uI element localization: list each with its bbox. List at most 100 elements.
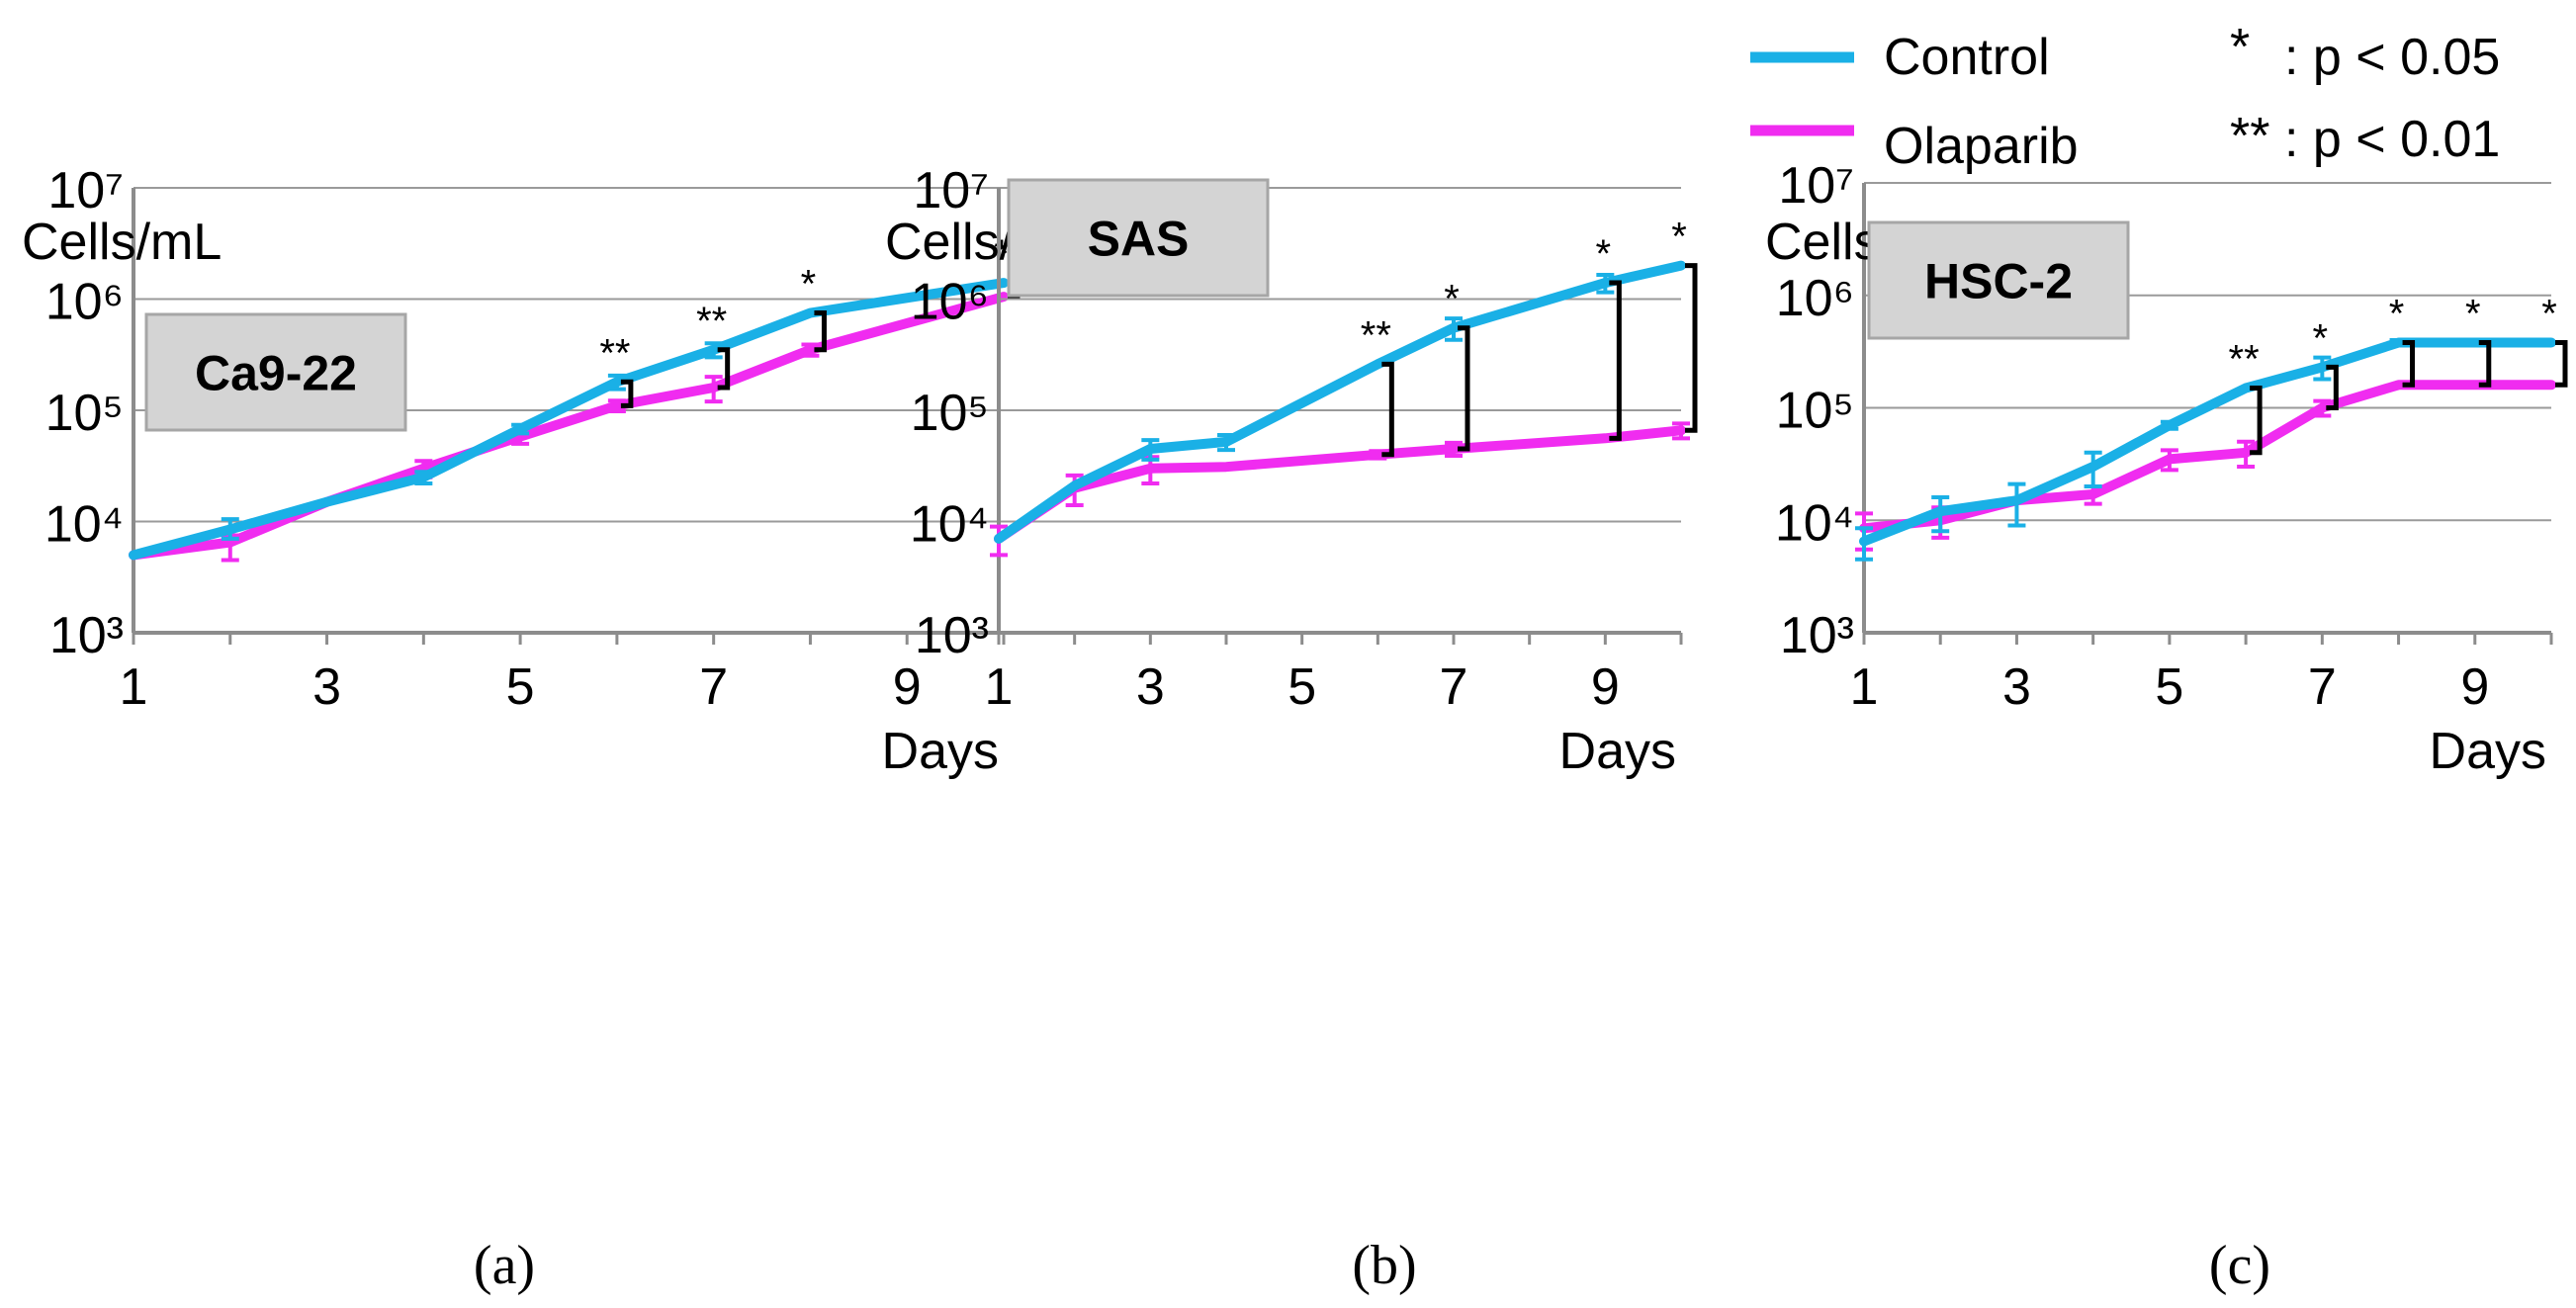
- significance-bracket: [2326, 364, 2339, 410]
- x-tick-label: 5: [1288, 658, 1316, 716]
- error-bar: [221, 517, 239, 541]
- significance-bracket: [2478, 340, 2492, 388]
- x-tick-label: 3: [1136, 658, 1165, 716]
- significance-bracket: [1381, 361, 1394, 458]
- y-tick-label: 10⁴: [44, 496, 124, 554]
- significance-marker: *: [1444, 278, 1460, 321]
- error-bar: [1141, 438, 1160, 462]
- y-tick-label: 10³: [1780, 607, 1854, 664]
- x-tick-label: 7: [699, 658, 728, 716]
- title-box: [144, 312, 407, 432]
- error-bar: [511, 422, 530, 436]
- error-bar: [704, 341, 723, 360]
- significance-bracket: [1685, 263, 1698, 433]
- significance-bracket: [2250, 385, 2263, 456]
- legend-sig1-stars: *: [2230, 19, 2250, 76]
- panel-a: 10³ 10⁴ 10⁵ 10⁶ 10⁷ 1 3 5 7 9 Cells/mL Days (a) Ca9-2…: [22, 162, 1021, 1296]
- significance-marker: *: [2465, 293, 2481, 336]
- error-bar: [2084, 450, 2102, 489]
- x-axis-label: Days: [1559, 723, 1676, 780]
- significance-marker: *: [1596, 232, 1612, 276]
- significance-bracket: [1458, 325, 1470, 452]
- x-tick-label: 1: [985, 658, 1014, 716]
- y-tick-label: 10⁵: [911, 385, 989, 442]
- significance-bracket: [814, 310, 827, 353]
- significance-marker: **: [1361, 313, 1391, 357]
- error-bar: [2160, 419, 2178, 431]
- y-tick-label: 10⁶: [1776, 270, 1854, 327]
- error-bar: [1217, 432, 1235, 453]
- bracket-path: [2326, 364, 2339, 410]
- significance-bracket: [2402, 340, 2416, 388]
- panel-label: (b): [1352, 1235, 1416, 1296]
- x-tick-label: 9: [893, 658, 922, 716]
- error-bar: [1931, 495, 1950, 534]
- series-line-control: [994, 260, 1686, 544]
- x-tick-label: 3: [2002, 658, 2031, 716]
- bracket-path: [620, 379, 634, 408]
- error-bar: [1672, 421, 1690, 441]
- y-tick-label: 10⁶: [45, 274, 124, 331]
- error-bar: [2465, 338, 2484, 348]
- x-tick-label: 5: [2155, 658, 2183, 716]
- y-tick-label: 10⁷: [1778, 157, 1854, 215]
- significance-marker: *: [801, 263, 817, 306]
- legend-olaparib-label: Olaparib: [1884, 118, 2079, 175]
- x-tick-label: 1: [1850, 658, 1879, 716]
- bracket-path: [814, 310, 827, 353]
- x-axis-label: Days: [882, 723, 999, 780]
- significance-bracket: [2555, 340, 2568, 388]
- legend: Control Olaparib * : p < 0.05 ** : p < 0…: [1750, 19, 2500, 175]
- significance-bracket: [717, 347, 731, 391]
- panel-label: (a): [474, 1235, 535, 1296]
- legend-sig2-text: : p < 0.01: [2284, 111, 2500, 168]
- significance-bracket: [620, 379, 634, 408]
- error-bar: [2237, 439, 2256, 469]
- bracket-path: [1685, 263, 1698, 433]
- bracket-path: [2555, 340, 2568, 388]
- y-axis-label: Cells/mL: [22, 214, 222, 271]
- bracket-path: [2402, 340, 2416, 388]
- error-bar: [1445, 316, 1463, 342]
- y-tick-label: 10⁵: [1776, 383, 1854, 440]
- bracket-path: [2478, 340, 2492, 388]
- y-tick-label: 10⁴: [1775, 494, 1854, 552]
- significance-marker: *: [2541, 293, 2557, 336]
- x-tick-label: 5: [506, 658, 535, 716]
- x-tick-label: 1: [120, 658, 148, 716]
- error-bar: [1445, 440, 1463, 459]
- chart-title: Ca9-22: [195, 346, 357, 401]
- significance-marker: *: [1671, 216, 1687, 259]
- panel-label: (c): [2209, 1235, 2270, 1296]
- error-bar: [1596, 273, 1615, 295]
- error-bar: [607, 373, 626, 392]
- y-tick-label: 10⁶: [911, 274, 989, 331]
- error-bar: [2007, 481, 2026, 528]
- significance-marker: **: [599, 331, 630, 375]
- y-tick-label: 10⁵: [45, 385, 124, 442]
- significance-marker: *: [2389, 293, 2405, 336]
- bracket-path: [1381, 361, 1394, 458]
- significance-bracket: [1609, 280, 1622, 441]
- bracket-path: [1458, 325, 1470, 452]
- y-tick-label: 10³: [49, 607, 124, 664]
- error-bar: [801, 342, 820, 358]
- y-tick-label: 10⁷: [913, 162, 989, 219]
- title-box: [1007, 178, 1270, 298]
- error-bar: [607, 398, 626, 413]
- y-tick-label: 10⁴: [910, 496, 989, 554]
- bracket-path: [1609, 280, 1622, 441]
- error-bar: [1855, 526, 1873, 562]
- significance-marker: **: [696, 300, 727, 343]
- significance-marker: **: [2229, 337, 2260, 381]
- x-tick-label: 9: [1591, 658, 1620, 716]
- legend-control-label: Control: [1884, 29, 2050, 86]
- error-bar: [2389, 338, 2408, 348]
- error-bar: [414, 470, 433, 485]
- title-box: [1867, 220, 2130, 340]
- error-bar: [704, 375, 723, 404]
- x-tick-label: 3: [312, 658, 341, 716]
- bracket-path: [717, 347, 731, 391]
